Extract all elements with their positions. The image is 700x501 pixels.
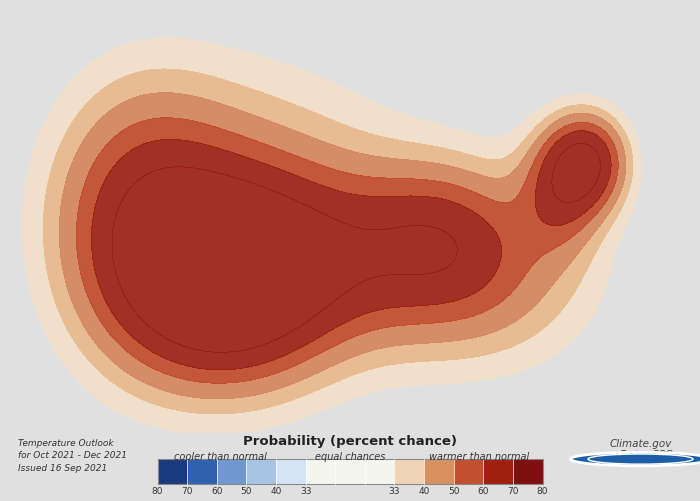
Text: 40: 40 (419, 487, 430, 496)
Bar (454, 459, 483, 484)
Text: Temperature Outlook
for Oct 2021 - Dec 2021
Issued 16 Sep 2021: Temperature Outlook for Oct 2021 - Dec 2… (18, 439, 127, 473)
Bar (483, 459, 513, 484)
Bar (158, 459, 542, 484)
Text: warmer than normal: warmer than normal (429, 452, 530, 462)
Bar (217, 459, 246, 484)
Bar (513, 459, 542, 484)
Text: 40: 40 (270, 487, 281, 496)
Text: 60: 60 (211, 487, 223, 496)
Text: 50: 50 (241, 487, 252, 496)
Text: 60: 60 (477, 487, 489, 496)
Text: equal chances: equal chances (315, 452, 385, 462)
Bar (158, 459, 187, 484)
Text: 50: 50 (448, 487, 459, 496)
Bar (306, 459, 335, 484)
Circle shape (570, 452, 700, 466)
Text: 80: 80 (152, 487, 163, 496)
Text: cooler than normal: cooler than normal (174, 452, 267, 462)
Text: Probability (percent chance): Probability (percent chance) (243, 435, 457, 448)
Bar (424, 459, 454, 484)
Text: 70: 70 (507, 487, 519, 496)
Text: 70: 70 (181, 487, 193, 496)
Text: 33: 33 (300, 487, 312, 496)
Bar (246, 459, 276, 484)
Bar (365, 459, 394, 484)
Text: 33: 33 (389, 487, 400, 496)
Bar (276, 459, 306, 484)
Bar (394, 459, 424, 484)
Text: 80: 80 (537, 487, 548, 496)
Bar (335, 459, 365, 484)
Bar (187, 459, 217, 484)
Text: Climate.gov
Data: CPC: Climate.gov Data: CPC (610, 439, 672, 460)
